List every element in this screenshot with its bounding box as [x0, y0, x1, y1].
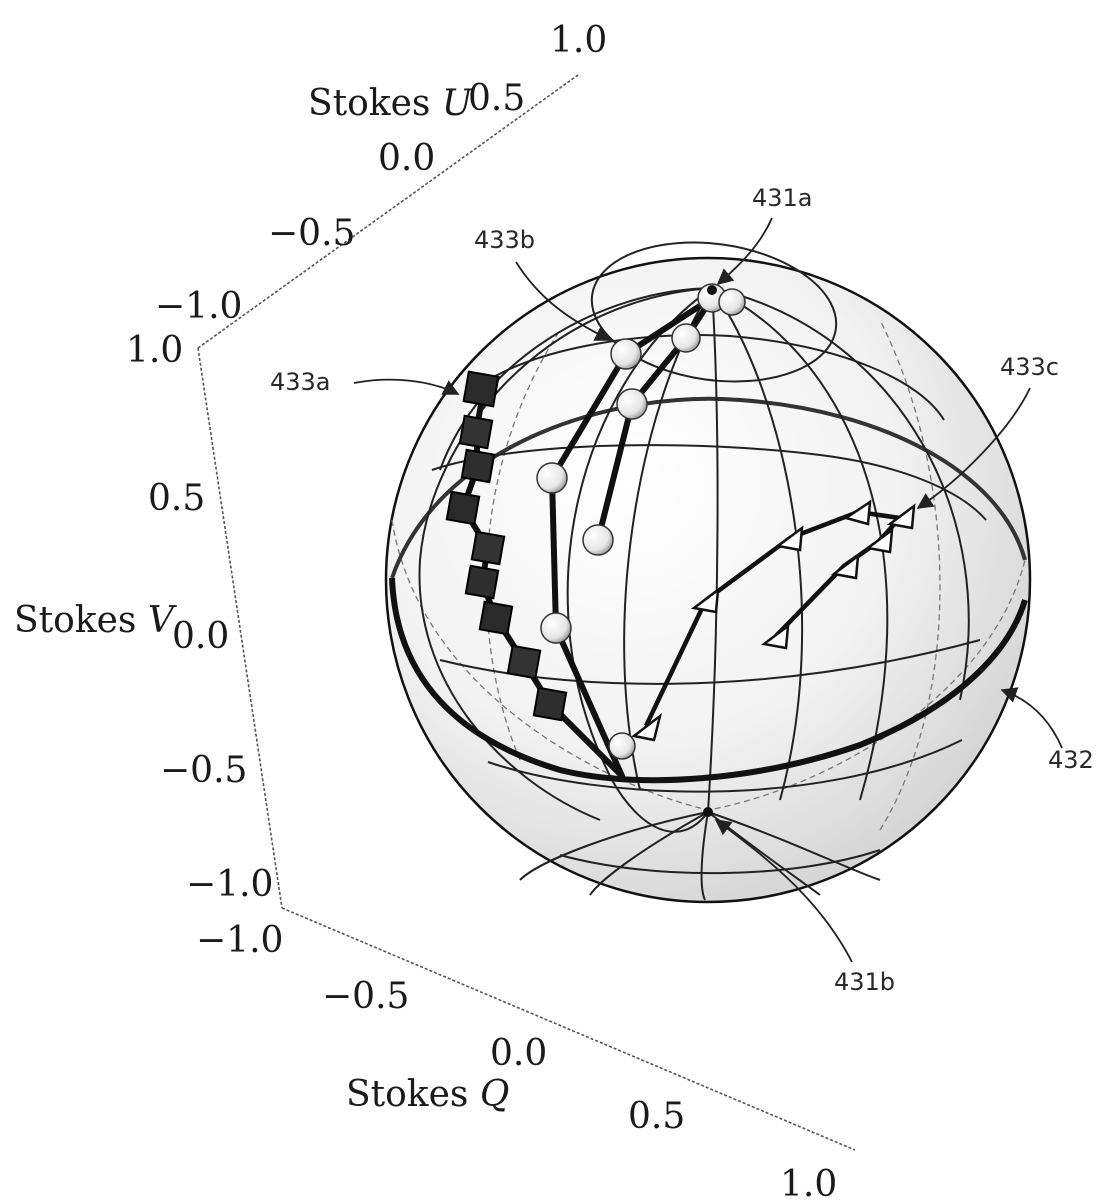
- u-tick-label: −1.0: [155, 286, 242, 327]
- q-tick-label: 0.5: [628, 1096, 685, 1137]
- v-tick-label: −1.0: [186, 864, 273, 905]
- label-432: 432: [1048, 746, 1094, 774]
- q-tick-label: −0.5: [322, 976, 409, 1017]
- v-tick-label: −0.5: [160, 750, 247, 791]
- leader-432: [1002, 690, 1062, 748]
- q-tick-label: 0.0: [490, 1033, 547, 1074]
- leader-433a: [354, 380, 458, 394]
- label-431a: 431a: [752, 184, 813, 212]
- u-tick-label: 0.5: [468, 78, 525, 119]
- q-axis-title: Stokes Q: [346, 1074, 509, 1115]
- u-tick-label: 1.0: [550, 20, 607, 61]
- v-axis-title: Stokes V: [14, 600, 178, 641]
- label-431b: 431b: [834, 968, 895, 996]
- q-tick-label: 1.0: [780, 1164, 837, 1201]
- u-axis-ticks: 1.0 0.5 0.0 −0.5 −1.0: [155, 20, 607, 327]
- label-433b: 433b: [474, 226, 535, 254]
- q-tick-label: −1.0: [196, 920, 283, 961]
- q-axis-ticks: −1.0 −0.5 0.0 0.5 1.0: [196, 920, 837, 1201]
- south-pole-point: [703, 807, 713, 817]
- v-tick-label: 0.0: [172, 616, 229, 657]
- u-axis-title: Stokes U: [308, 83, 474, 124]
- label-433a: 433a: [270, 368, 331, 396]
- north-pole-point: [707, 285, 717, 295]
- u-tick-label: 0.0: [378, 138, 435, 179]
- v-tick-label: 1.0: [126, 330, 183, 371]
- label-433c: 433c: [1000, 353, 1059, 381]
- u-tick-label: −0.5: [268, 213, 355, 254]
- v-tick-label: 0.5: [148, 478, 205, 519]
